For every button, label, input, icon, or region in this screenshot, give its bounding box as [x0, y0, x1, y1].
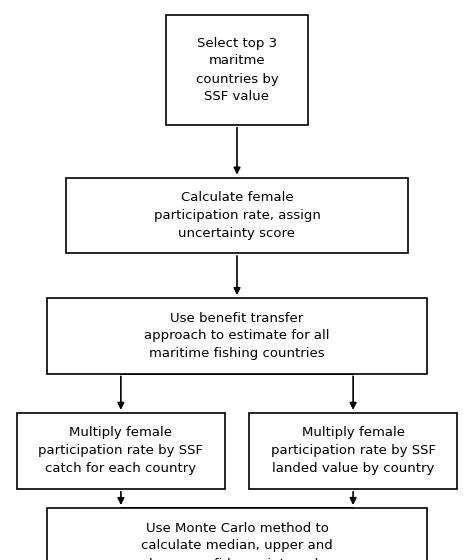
Bar	[17, 413, 225, 488]
Bar	[47, 508, 427, 560]
Bar	[166, 16, 308, 125]
Bar	[66, 178, 408, 254]
Bar	[249, 413, 457, 488]
Text: Use Monte Carlo method to
calculate median, upper and
lower confidence intervals: Use Monte Carlo method to calculate medi…	[141, 521, 333, 560]
Text: Multiply female
participation rate by SSF
catch for each country: Multiply female participation rate by SS…	[38, 426, 203, 475]
Text: Select top 3
maritme
countries by
SSF value: Select top 3 maritme countries by SSF va…	[196, 36, 278, 104]
Text: Multiply female
participation rate by SSF
landed value by country: Multiply female participation rate by SS…	[271, 426, 436, 475]
Bar	[47, 298, 427, 374]
Text: Calculate female
participation rate, assign
uncertainty score: Calculate female participation rate, ass…	[154, 191, 320, 240]
Text: Use benefit transfer
approach to estimate for all
maritime fishing countries: Use benefit transfer approach to estimat…	[144, 311, 330, 361]
